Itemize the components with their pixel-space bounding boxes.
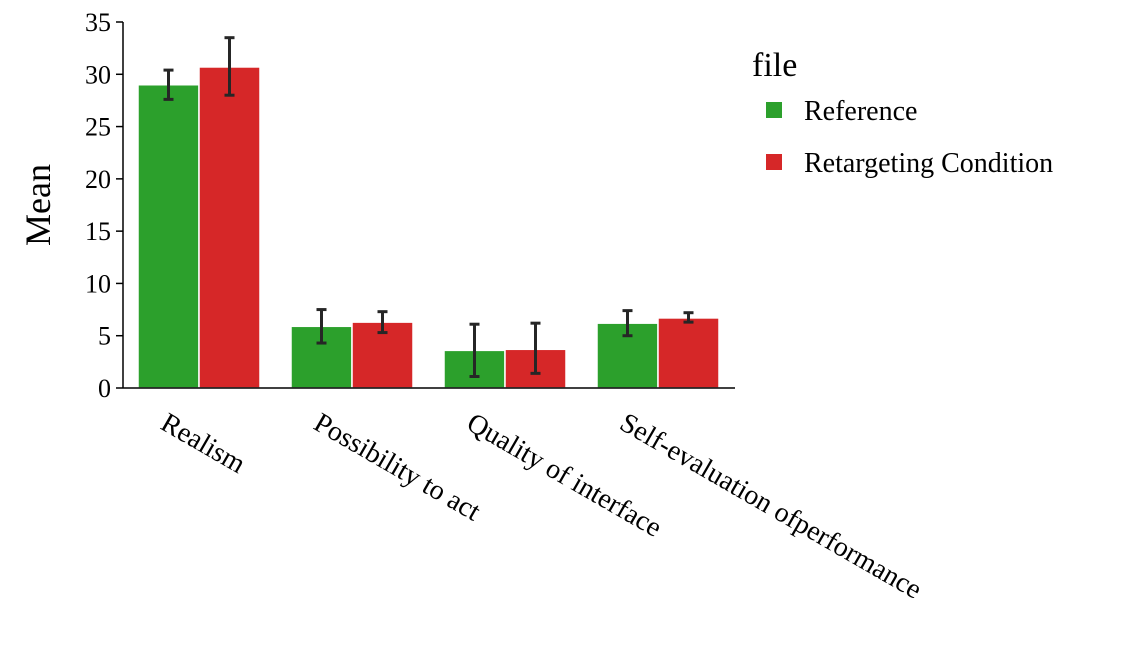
legend-label-1: Retargeting Condition (804, 148, 1053, 179)
bar-reference-0 (137, 83, 200, 389)
x-category-label-1: Possibility to act (309, 407, 486, 527)
x-category-label-3: Self-evaluation ofperformance (615, 407, 927, 605)
y-tick-label-10: 10 (85, 269, 111, 298)
bar-retargeting-condition-1 (351, 321, 414, 389)
y-tick-label-30: 30 (85, 60, 111, 89)
legend-swatch-0 (766, 102, 782, 118)
y-tick-label-5: 5 (98, 322, 111, 351)
y-tick-label-0: 0 (98, 374, 111, 403)
bars-layer (137, 66, 720, 389)
y-tick-label-20: 20 (85, 165, 111, 194)
legend-label-0: Reference (804, 96, 917, 127)
legend-swatch-1 (766, 154, 782, 170)
x-category-label-0: Realism (156, 407, 251, 480)
y-axis-title: Mean (18, 164, 58, 246)
bar-retargeting-condition-3 (657, 317, 720, 389)
y-tick-label-15: 15 (85, 217, 111, 246)
error-bars-layer (163, 36, 694, 378)
bar-retargeting-condition-0 (198, 66, 261, 389)
y-tick-label-35: 35 (85, 8, 111, 37)
y-tick-label-25: 25 (85, 113, 111, 142)
legend-title: file (752, 47, 797, 84)
